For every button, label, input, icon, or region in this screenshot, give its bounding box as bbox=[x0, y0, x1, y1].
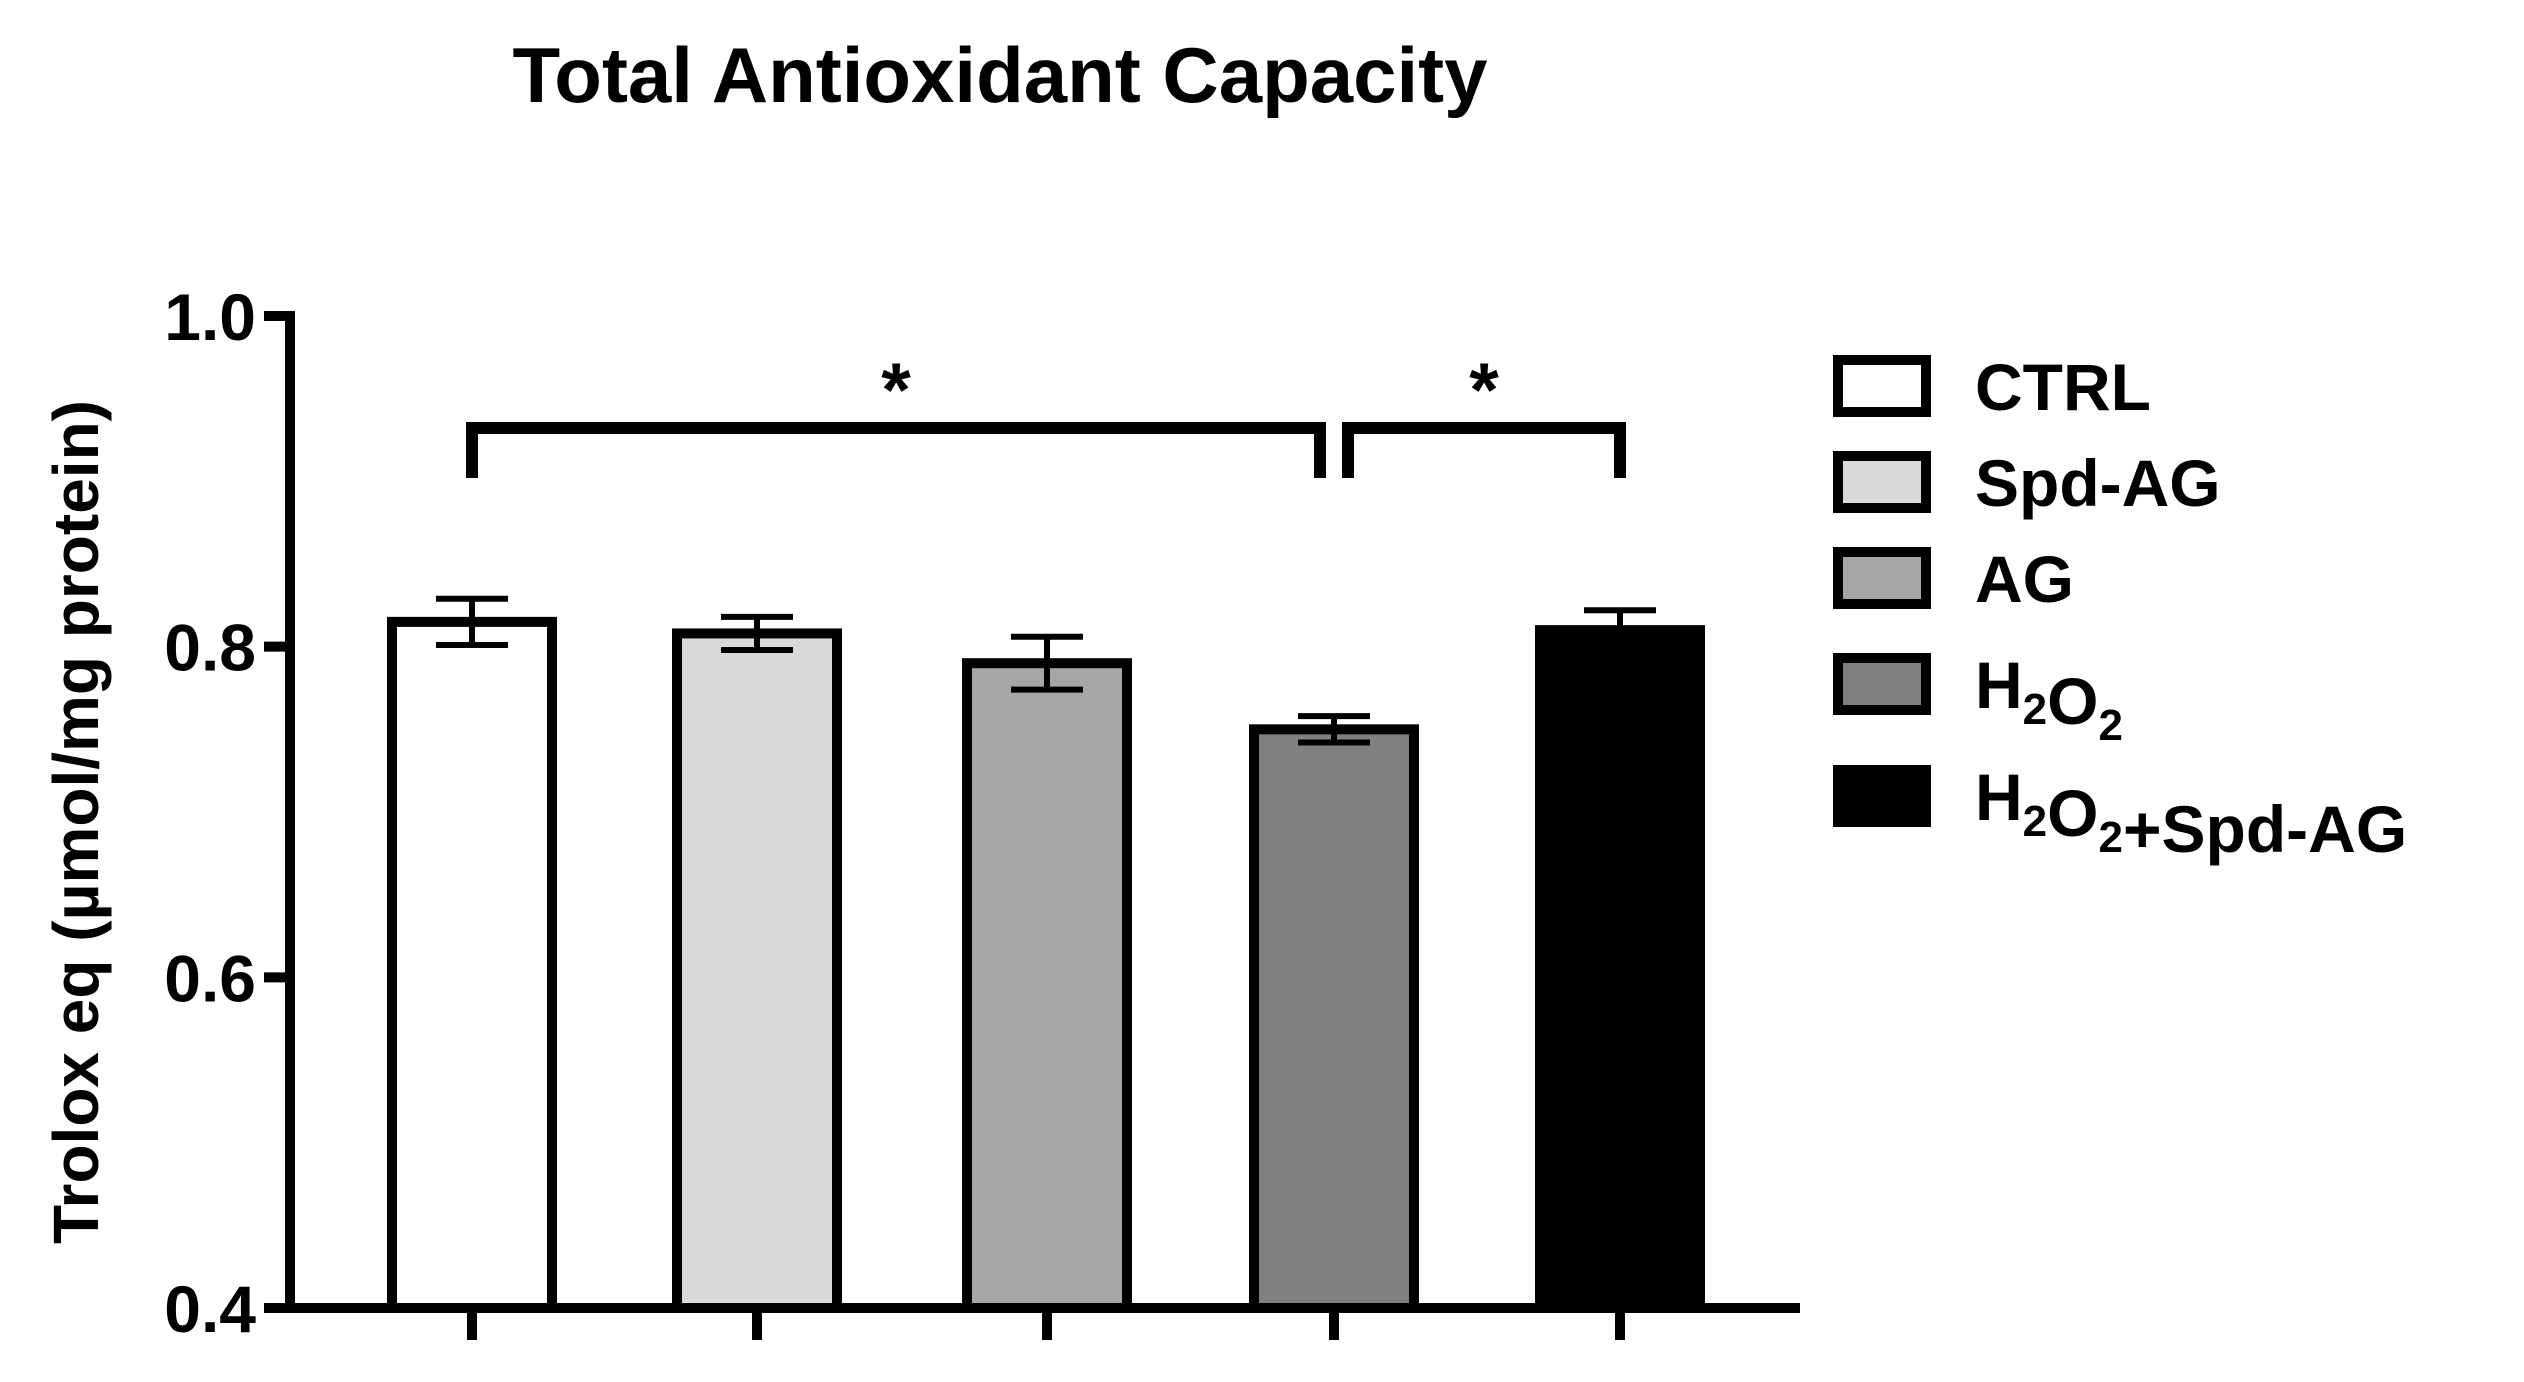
significance-annotations: * * bbox=[466, 348, 1626, 478]
significance-bracket: * bbox=[466, 348, 1326, 478]
y-tick-label: 0.4 bbox=[164, 1272, 256, 1346]
legend-label: Spd-AG bbox=[1975, 446, 2221, 520]
bar-ag bbox=[962, 658, 1132, 1313]
y-axis: 0.4 0.6 0.8 1.0 bbox=[164, 280, 295, 1346]
bracket-line bbox=[466, 422, 1326, 478]
legend-label-subscript: 2 bbox=[2099, 813, 2123, 862]
bars-group bbox=[387, 616, 1705, 1313]
legend-swatch bbox=[1833, 653, 1931, 715]
bar-h2o2-spd-ag bbox=[1535, 625, 1705, 1313]
bar-h2o2 bbox=[1249, 724, 1419, 1313]
legend-item: H2O2 bbox=[1833, 648, 2123, 750]
y-tick-label: 1.0 bbox=[164, 280, 256, 354]
bracket-line bbox=[1342, 422, 1626, 478]
legend-item: Spd-AG bbox=[1833, 446, 2221, 520]
y-tick-label: 0.8 bbox=[164, 611, 256, 685]
legend-label-text: CTRL bbox=[1975, 350, 2151, 424]
legend-label-subscript: 2 bbox=[2099, 701, 2123, 750]
legend-label: AG bbox=[1975, 542, 2074, 616]
bar-spd-ag bbox=[672, 628, 842, 1313]
legend-label-text: O bbox=[2047, 664, 2098, 738]
error-bar bbox=[436, 595, 508, 649]
legend-swatch bbox=[1833, 451, 1931, 513]
legend-swatch bbox=[1833, 547, 1931, 609]
error-bars-group bbox=[436, 595, 1656, 746]
significance-bracket: * bbox=[1342, 348, 1626, 478]
significance-marker: * bbox=[881, 348, 911, 433]
legend-item: AG bbox=[1833, 542, 2074, 616]
legend-label: H2O2 bbox=[1975, 648, 2123, 750]
legend-label-subscript: 2 bbox=[2023, 685, 2047, 734]
y-tick-label: 0.6 bbox=[164, 941, 256, 1015]
legend-label-text: O bbox=[2047, 776, 2098, 850]
legend-label-text: AG bbox=[1975, 542, 2074, 616]
legend-label-subscript: 2 bbox=[2023, 797, 2047, 846]
legend-item: CTRL bbox=[1833, 350, 2151, 424]
y-axis-label: Trolox eq (µmol/mg protein) bbox=[40, 400, 112, 1244]
legend-label-text: Spd-AG bbox=[1975, 446, 2221, 520]
error-bar bbox=[721, 613, 793, 653]
error-bar bbox=[1298, 713, 1370, 746]
legend-label: CTRL bbox=[1975, 350, 2151, 424]
legend-swatch bbox=[1833, 355, 1931, 417]
legend-swatch bbox=[1833, 765, 1931, 827]
legend-label-text: +Spd-AG bbox=[2123, 792, 2407, 866]
significance-marker: * bbox=[1469, 348, 1499, 433]
legend-label-text: H bbox=[1975, 760, 2023, 834]
legend-item: H2O2+Spd-AG bbox=[1833, 760, 2407, 866]
error-bar bbox=[1011, 633, 1083, 693]
bar-ctrl bbox=[387, 616, 557, 1313]
error-bar bbox=[1584, 607, 1656, 653]
legend-label-text: H bbox=[1975, 648, 2023, 722]
legend-label: H2O2+Spd-AG bbox=[1975, 760, 2407, 866]
chart-title: Total Antioxidant Capacity bbox=[512, 31, 1487, 119]
